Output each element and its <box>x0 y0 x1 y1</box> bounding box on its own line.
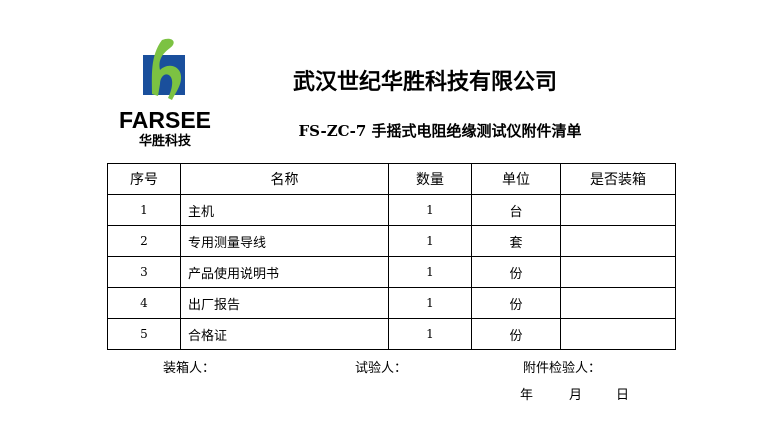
cell-no: 1 <box>107 194 181 226</box>
inspector-label: 附件检验人： <box>523 361 602 376</box>
cell-qty: 1 <box>388 194 472 226</box>
cell-name: 专用测量导线 <box>180 225 389 257</box>
company-title: 武汉世纪华胜科技有限公司 <box>292 70 557 95</box>
cell-unit: 份 <box>471 318 561 350</box>
tester-label: 试验人： <box>355 361 408 376</box>
header-name: 名称 <box>180 163 389 195</box>
cell-packed <box>560 225 676 257</box>
cell-no: 2 <box>107 225 181 257</box>
header-qty: 数量 <box>388 163 472 195</box>
cell-name: 产品使用说明书 <box>180 256 389 288</box>
header-packed: 是否装箱 <box>560 163 676 195</box>
svg-text:华胜科技: 华胜科技 <box>139 133 192 149</box>
cell-name: 合格证 <box>180 318 389 350</box>
header-unit: 单位 <box>471 163 561 195</box>
day-label: 日 <box>616 388 630 403</box>
cell-unit: 台 <box>471 194 561 226</box>
cell-qty: 1 <box>388 256 472 288</box>
cell-no: 4 <box>107 287 181 319</box>
cell-qty: 1 <box>388 225 472 257</box>
document-subtitle: FS-ZC-7 手摇式电阻绝缘测试仪附件清单 <box>298 122 582 140</box>
cell-unit: 份 <box>471 256 561 288</box>
table-row: 5 合格证 1 份 <box>107 318 676 350</box>
year-label: 年 <box>520 388 534 403</box>
table-row: 4 出厂报告 1 份 <box>107 287 676 319</box>
header-no: 序号 <box>107 163 181 195</box>
farsee-logo: FARSEE 华胜科技 <box>119 38 211 149</box>
cell-name: 主机 <box>180 194 389 226</box>
svg-text:FARSEE: FARSEE <box>119 107 211 133</box>
table-row: 2 专用测量导线 1 套 <box>107 225 676 257</box>
table-row: 1 主机 1 台 <box>107 194 676 226</box>
accessory-table: 序号 名称 数量 单位 是否装箱 1 主机 1 台 2 专用测量导线 1 套 3… <box>107 163 676 350</box>
table-row: 3 产品使用说明书 1 份 <box>107 256 676 288</box>
cell-no: 5 <box>107 318 181 350</box>
month-label: 月 <box>569 388 583 403</box>
table-header-row: 序号 名称 数量 单位 是否装箱 <box>107 163 676 195</box>
cell-packed <box>560 256 676 288</box>
cell-packed <box>560 287 676 319</box>
cell-packed <box>560 194 676 226</box>
packer-label: 装箱人： <box>163 361 216 376</box>
cell-no: 3 <box>107 256 181 288</box>
cell-packed <box>560 318 676 350</box>
cell-qty: 1 <box>388 318 472 350</box>
cell-unit: 份 <box>471 287 561 319</box>
cell-name: 出厂报告 <box>180 287 389 319</box>
cell-unit: 套 <box>471 225 561 257</box>
cell-qty: 1 <box>388 287 472 319</box>
